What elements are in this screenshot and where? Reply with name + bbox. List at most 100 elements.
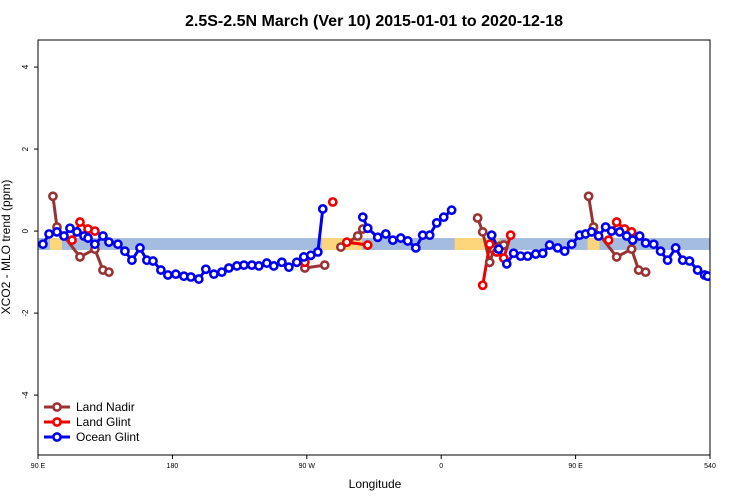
point [283, 262, 294, 273]
band-highlight [587, 238, 600, 250]
point [104, 237, 114, 248]
legend-label: Ocean Glint [76, 430, 140, 444]
plot-area [38, 191, 710, 291]
x-tick-label: 540 [704, 463, 716, 470]
x-tick-label: 0 [439, 463, 443, 470]
point [38, 239, 48, 250]
point [44, 229, 54, 239]
point [209, 269, 219, 280]
legend-swatch-point [52, 417, 62, 427]
point [566, 239, 577, 250]
point [239, 260, 249, 271]
point [89, 239, 100, 250]
series-line [70, 219, 633, 286]
point [472, 213, 483, 223]
point [253, 261, 264, 271]
point [65, 223, 75, 234]
point [193, 274, 204, 284]
chart-title: 2.5S-2.5N March (Ver 10) 2015-01-01 to 2… [185, 13, 563, 30]
point [48, 191, 58, 202]
y-tick-label: -2 [21, 309, 30, 317]
point [431, 217, 442, 228]
x-tick-label: 90 E [31, 463, 46, 470]
plot-frame [37, 39, 711, 456]
point [317, 204, 328, 214]
point [424, 230, 435, 241]
point [127, 255, 137, 266]
point [83, 233, 93, 243]
point [156, 265, 166, 275]
point [75, 217, 85, 227]
point [362, 240, 373, 250]
point [67, 235, 77, 246]
point [505, 230, 516, 241]
x-tick-label: 180 [167, 463, 179, 470]
series-line [51, 196, 647, 274]
legend-label: Land Glint [76, 415, 131, 429]
point [402, 236, 413, 246]
point [372, 232, 383, 243]
point [670, 243, 681, 253]
point [586, 227, 597, 237]
point [410, 243, 421, 253]
point [341, 237, 352, 248]
band-highlight [454, 238, 500, 250]
point [684, 256, 695, 266]
x-tick-label: 90 E [568, 463, 583, 470]
point [593, 231, 604, 241]
band-highlight [49, 238, 62, 250]
y-tick-label: 4 [21, 64, 30, 69]
point [186, 272, 196, 282]
point [335, 242, 346, 252]
point [135, 243, 145, 253]
point [352, 231, 363, 241]
point [692, 265, 703, 275]
point [486, 230, 497, 241]
point [611, 252, 622, 262]
point [627, 235, 638, 246]
point [223, 263, 234, 273]
point [163, 270, 173, 280]
point [648, 239, 659, 250]
point [640, 238, 651, 248]
point [544, 240, 555, 250]
point [611, 217, 622, 227]
point [640, 267, 651, 278]
point [634, 231, 645, 241]
point [72, 227, 82, 237]
y-tick-label: 0 [21, 228, 30, 233]
point [268, 261, 279, 271]
point [104, 267, 114, 278]
point [559, 246, 570, 257]
point [380, 229, 391, 239]
point [438, 212, 449, 223]
y-tick-label: -4 [21, 391, 30, 399]
point [170, 269, 181, 280]
point [702, 271, 710, 282]
point [216, 267, 227, 278]
point [276, 257, 287, 268]
x-axis-label: Longitude [349, 477, 402, 491]
point [484, 257, 495, 268]
point [75, 252, 85, 262]
point [493, 244, 504, 255]
point [148, 256, 158, 266]
point [446, 205, 457, 216]
point [89, 226, 100, 236]
legend-swatch-point [52, 402, 62, 412]
point [319, 260, 330, 271]
point [291, 257, 302, 268]
point [98, 231, 108, 241]
point [200, 264, 211, 275]
x-tick-label: 90 W [299, 463, 316, 470]
point [112, 239, 123, 250]
point [626, 244, 637, 255]
point [522, 251, 533, 262]
y-axis-label: XCO2 - MLO trend (ppm) [0, 180, 13, 315]
point [362, 223, 373, 234]
point [387, 235, 398, 246]
point [357, 212, 368, 223]
point [662, 255, 673, 266]
point [312, 247, 323, 257]
